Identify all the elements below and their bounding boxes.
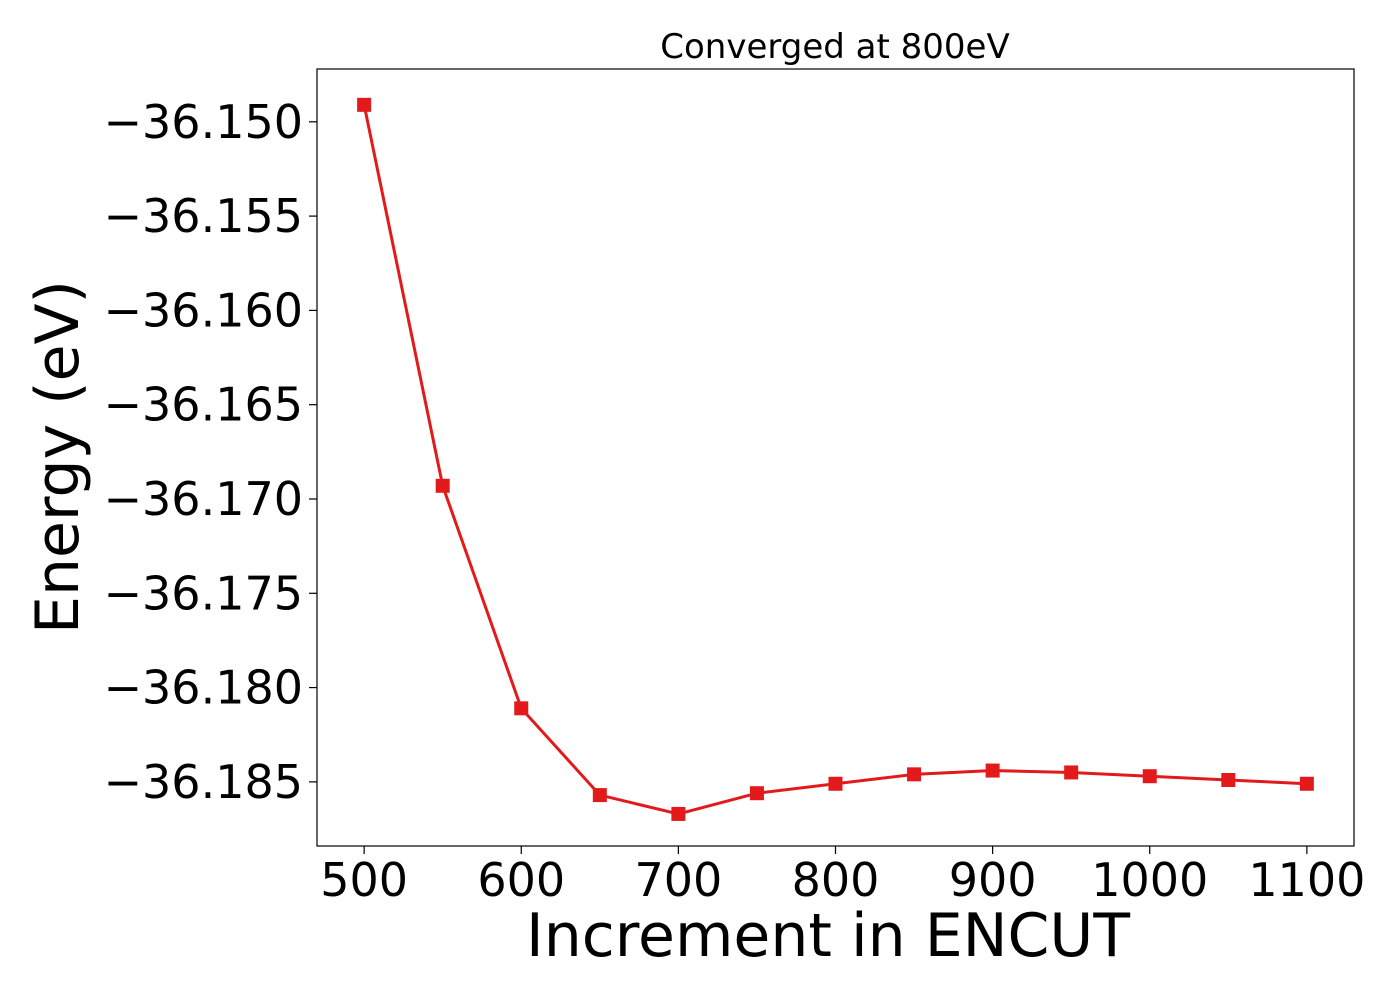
data-point-marker [828, 776, 843, 791]
y-tick-label: −36.160 [104, 283, 304, 337]
x-tick-label: 1000 [1091, 853, 1208, 907]
x-tick-label: 900 [949, 853, 1037, 907]
x-tick-label: 700 [634, 853, 722, 907]
data-point-marker [671, 806, 686, 821]
y-tick-label: −36.155 [104, 189, 304, 243]
chart-title: Converged at 800eV [660, 27, 1009, 67]
data-point-marker [357, 97, 372, 112]
y-axis-label: Energy (eV) [23, 280, 93, 634]
data-point-marker [1221, 772, 1236, 787]
y-tick-label: −36.165 [104, 378, 304, 432]
data-markers [357, 97, 1314, 821]
data-point-marker [749, 786, 764, 801]
y-tick-label: −36.175 [104, 566, 304, 620]
x-tick-label: 500 [320, 853, 408, 907]
y-tick-label: −36.185 [104, 755, 304, 809]
data-point-marker [1299, 776, 1314, 791]
data-point-marker [514, 701, 529, 716]
data-point-marker [985, 763, 1000, 778]
y-tick-label: −36.150 [104, 95, 304, 149]
x-axis-label: Increment in ENCUT [526, 901, 1130, 971]
data-point-marker [435, 478, 450, 493]
x-tick-label: 1100 [1248, 853, 1365, 907]
data-point-marker [592, 788, 607, 803]
series-line [362, 104, 1307, 816]
x-tick-label: 800 [792, 853, 880, 907]
plot-frame [316, 68, 1355, 847]
data-point-marker [907, 767, 922, 782]
y-tick-label: −36.180 [104, 661, 304, 715]
y-axis: −36.150 −36.155 −36.160 −36.165 −36.170 −36.1… [104, 95, 317, 809]
x-tick-label: 600 [477, 853, 565, 907]
data-point-marker [1142, 769, 1157, 784]
x-axis: 500 600 700 800 900 1000 1100 [320, 846, 1365, 907]
data-point-marker [1064, 765, 1079, 780]
y-tick-label: −36.170 [104, 472, 304, 526]
